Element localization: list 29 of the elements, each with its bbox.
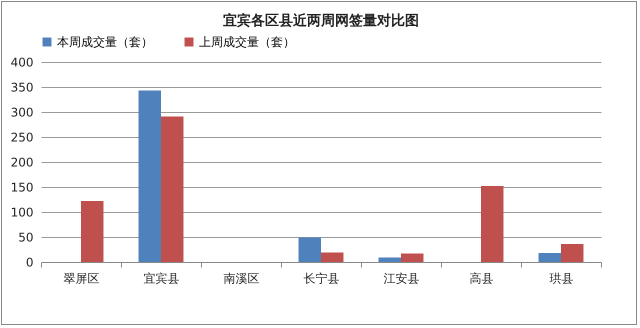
y-tick-label: 50	[18, 230, 34, 244]
bar	[321, 252, 344, 262]
legend-label: 上周成交量（套）	[199, 35, 295, 49]
y-tick-label: 300	[10, 106, 34, 120]
bar	[138, 90, 161, 262]
legend-label: 本周成交量（套）	[57, 35, 153, 49]
x-tick-label: 宜宾县	[144, 272, 180, 286]
bar	[298, 238, 321, 262]
y-tick-label: 350	[10, 80, 34, 94]
y-tick-label: 250	[10, 130, 34, 144]
x-tick-label: 南溪区	[224, 272, 260, 286]
y-tick-label: 150	[10, 180, 34, 194]
bar	[161, 116, 184, 262]
x-tick-label: 江安县	[384, 272, 420, 286]
bar	[378, 258, 401, 262]
bar	[481, 186, 504, 262]
bar	[81, 201, 104, 262]
bar	[401, 254, 424, 262]
x-tick-label: 高县	[470, 272, 494, 286]
bar	[538, 253, 561, 262]
y-tick-label: 200	[10, 156, 34, 170]
y-tick-label: 100	[10, 206, 34, 220]
x-tick-label: 长宁县	[304, 272, 340, 286]
x-tick-label: 珙县	[550, 272, 574, 286]
y-tick-label: 400	[10, 56, 34, 70]
y-tick-label: 0	[26, 256, 34, 270]
chart-title: 宜宾各区县近两周网签量对比图	[223, 12, 419, 29]
x-tick-label: 翠屏区	[64, 272, 100, 286]
bar	[561, 244, 584, 262]
